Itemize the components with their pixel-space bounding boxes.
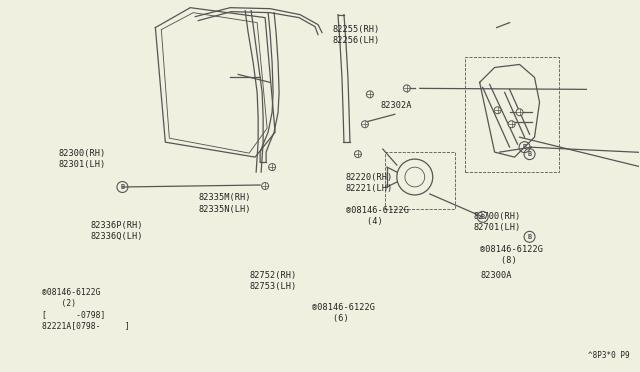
Text: 82700(RH)
82701(LH): 82700(RH) 82701(LH): [473, 212, 520, 232]
Circle shape: [403, 85, 410, 92]
Text: B: B: [481, 214, 484, 220]
Text: 82300(RH)
82301(LH): 82300(RH) 82301(LH): [58, 149, 106, 169]
Circle shape: [262, 183, 269, 189]
Circle shape: [366, 91, 373, 98]
Circle shape: [508, 121, 515, 128]
Circle shape: [269, 164, 276, 170]
Circle shape: [494, 107, 501, 114]
Text: ®08146-6122G
    (2)
[      -0798]
82221A[0798-     ]: ®08146-6122G (2) [ -0798] 82221A[0798- ]: [42, 288, 130, 330]
Text: 82220(RH)
82221(LH): 82220(RH) 82221(LH): [346, 173, 393, 193]
Text: B: B: [120, 184, 125, 190]
Text: 82300A: 82300A: [481, 271, 513, 280]
Text: ^8P3*0 P9: ^8P3*0 P9: [588, 351, 630, 360]
Text: 82336P(RH)
82336Q(LH): 82336P(RH) 82336Q(LH): [90, 221, 143, 241]
Text: 82302A: 82302A: [381, 101, 412, 110]
Text: ®08146-6122G
    (6): ®08146-6122G (6): [312, 303, 374, 323]
Circle shape: [355, 151, 362, 158]
Text: B: B: [527, 151, 532, 157]
Text: B: B: [522, 144, 527, 150]
Text: 82255(RH)
82256(LH): 82255(RH) 82256(LH): [333, 25, 380, 45]
Text: 82752(RH)
82753(LH): 82752(RH) 82753(LH): [250, 271, 297, 291]
Circle shape: [362, 121, 369, 128]
Circle shape: [516, 109, 523, 116]
Text: ®08146-6122G
    (8): ®08146-6122G (8): [479, 245, 543, 265]
Text: B: B: [527, 234, 532, 240]
Text: ®08146-6122G
    (4): ®08146-6122G (4): [346, 206, 408, 227]
Text: 82335M(RH)
82335N(LH): 82335M(RH) 82335N(LH): [198, 193, 251, 214]
